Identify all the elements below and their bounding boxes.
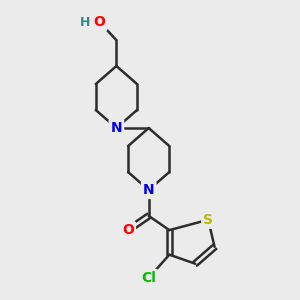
Text: O: O xyxy=(94,15,106,29)
Text: O: O xyxy=(122,223,134,237)
Text: H: H xyxy=(80,15,91,29)
Text: Cl: Cl xyxy=(141,271,156,285)
Text: S: S xyxy=(203,213,213,227)
Text: N: N xyxy=(111,121,122,135)
Text: N: N xyxy=(143,183,154,197)
Text: H: H xyxy=(80,16,91,28)
